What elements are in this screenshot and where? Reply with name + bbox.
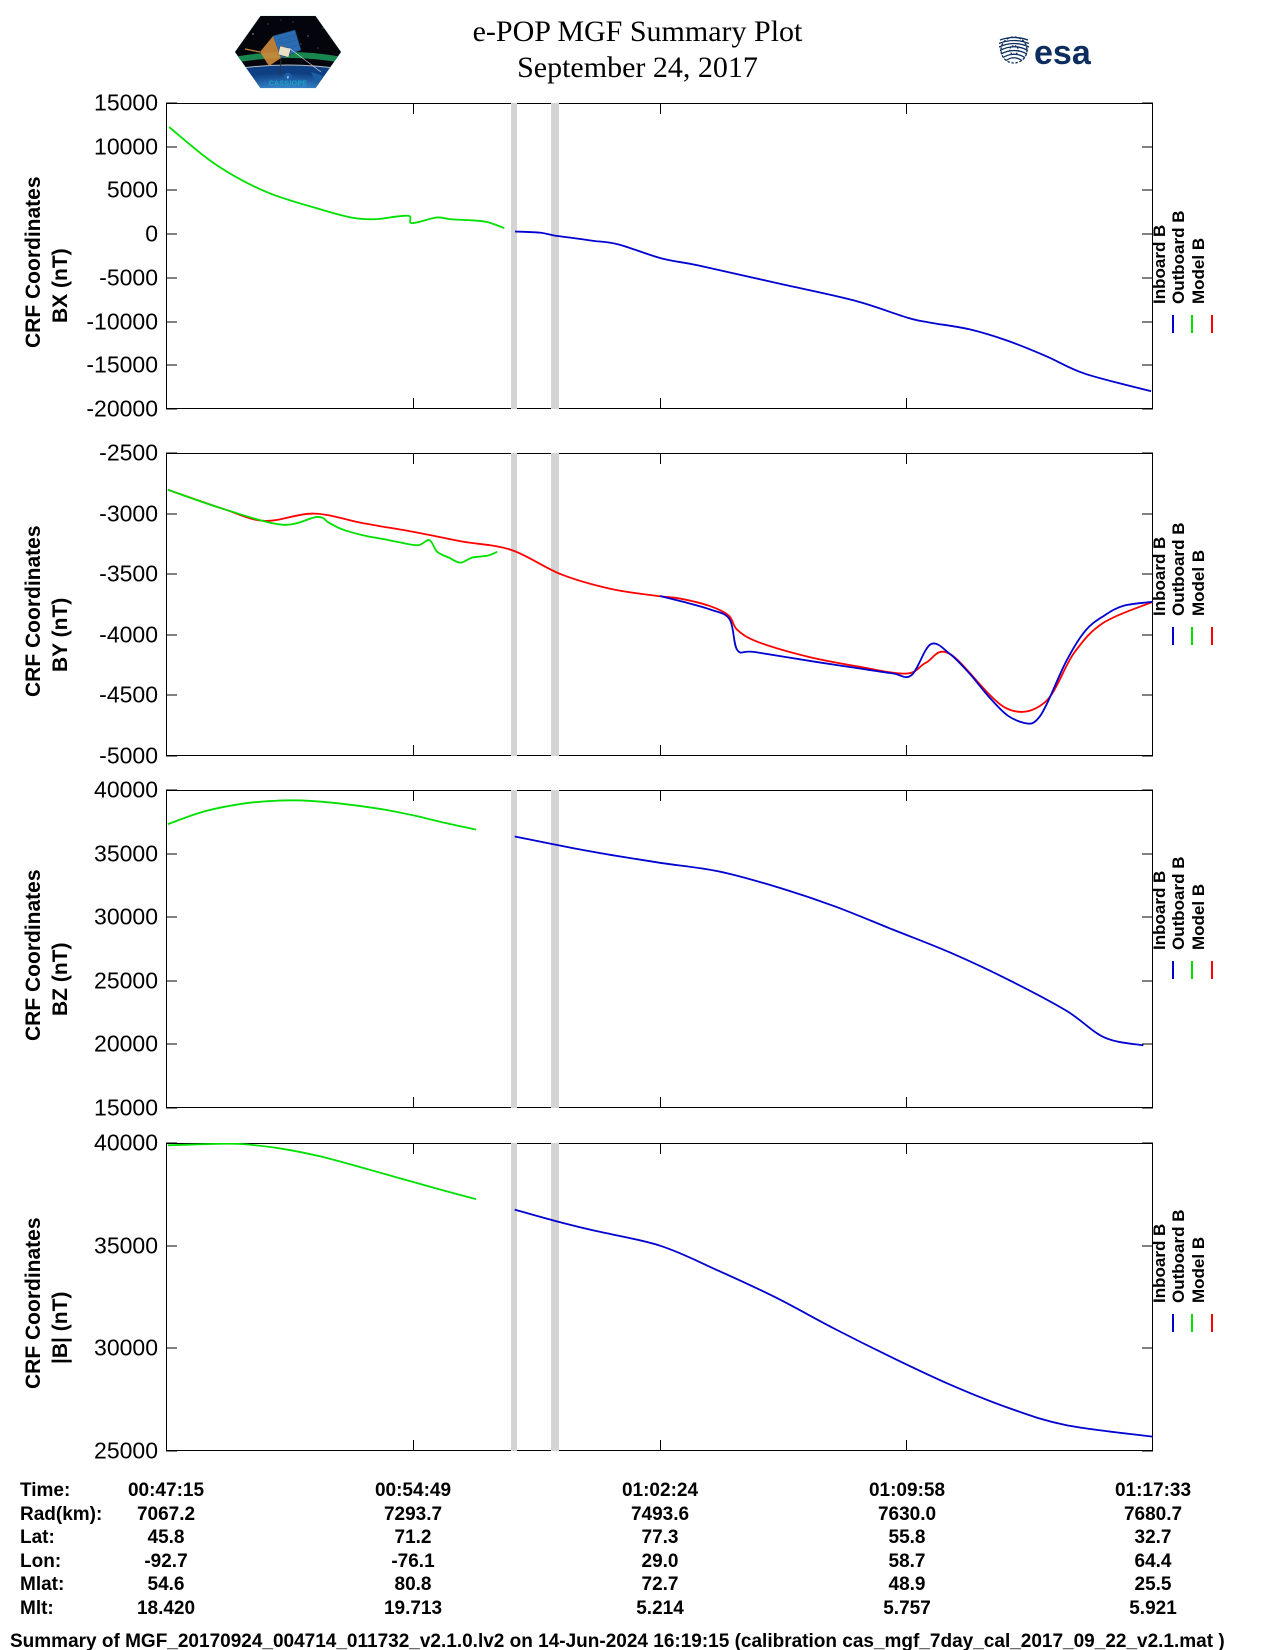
svg-text:esa: esa	[1034, 34, 1092, 72]
